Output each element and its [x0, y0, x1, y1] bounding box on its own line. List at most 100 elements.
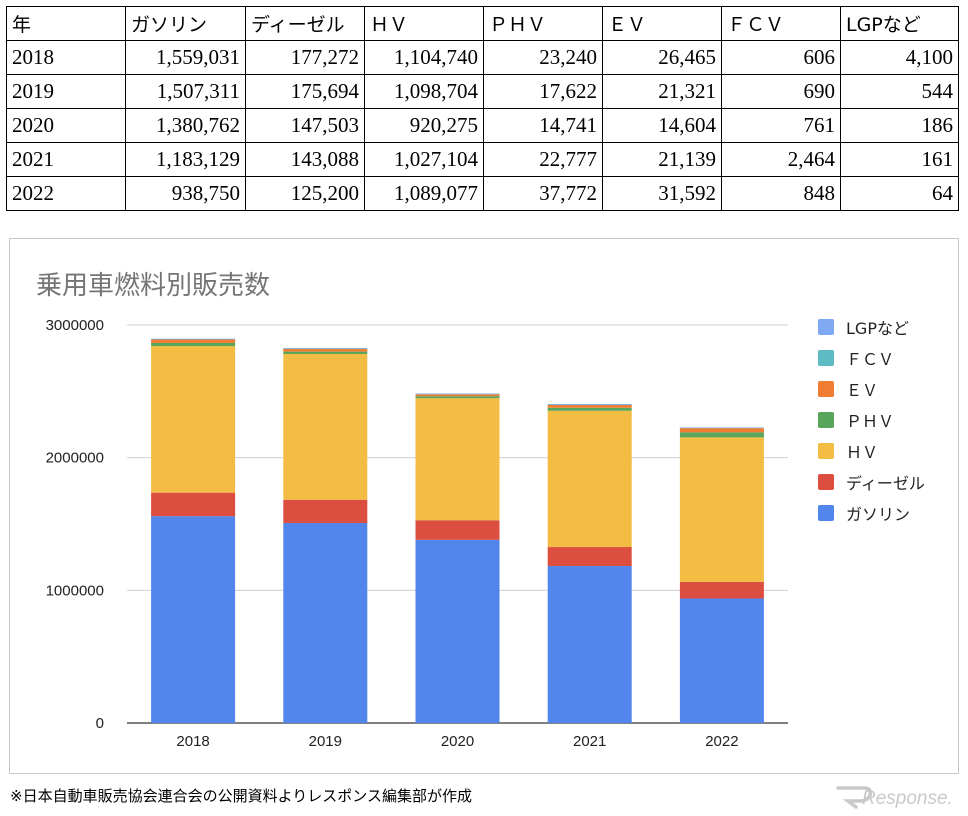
table-value-cell: 1,089,077: [364, 176, 484, 211]
bar-segment-2022-3: [679, 432, 764, 438]
bar-segment-2022-0: [679, 598, 764, 723]
legend-swatch: [818, 318, 834, 335]
legend-item: ＰＨＶ: [818, 404, 925, 435]
table-row: 2022 938,750 125,200 1,089,077 37,772 31,592 8…: [6, 176, 959, 211]
table-row: 2021 1,183,129 143,088 1,027,104 22,777 21,13…: [6, 142, 959, 177]
table-header-4: ＰＨＶ: [483, 6, 603, 41]
sales-table: 年ガソリン ディーゼル ＨＶ ＰＨＶ ＥＶ ＦＣＶ LGPなど 2018 1,559,031 1…: [6, 6, 959, 211]
bar-segment-2020-4: [415, 394, 500, 397]
table-header-5: ＥＶ: [602, 6, 722, 41]
chart-legend: LGPなど ＦＣＶ ＥＶ ＰＨＶ ＨＶ ディーゼルガソリン: [818, 311, 925, 528]
table-value-cell: 761: [721, 108, 841, 143]
table-value-cell: 31,592: [602, 176, 722, 211]
table-header-row: 年ガソリン ディーゼル ＨＶ ＰＨＶ ＥＶ ＦＣＶ LGPなど: [6, 6, 959, 41]
x-tick-label: 2021: [573, 733, 606, 750]
table-header-0: 年: [6, 6, 126, 41]
table-value-cell: 161: [840, 142, 959, 177]
table-value-cell: 2,464: [721, 142, 841, 177]
bar-segment-2021-6: [547, 404, 632, 405]
bar-segment-2018-3: [151, 343, 236, 347]
legend-label: ＰＨＶ: [846, 411, 895, 431]
bar-segment-2021-3: [547, 407, 632, 411]
y-tick-label: 2000000: [46, 450, 104, 467]
table-value-cell: 1,559,031: [125, 40, 246, 75]
table-value-cell: 22,777: [483, 142, 603, 177]
table-header-2: ディーゼル: [245, 6, 365, 41]
bar-segment-2022-2: [679, 437, 764, 582]
legend-swatch: [818, 380, 834, 397]
table-header-3: ＨＶ: [364, 6, 484, 41]
table-value-cell: 23,240: [483, 40, 603, 75]
table-value-cell: 125,200: [245, 176, 365, 211]
bar-segment-2021-4: [547, 404, 632, 408]
table-value-cell: 14,741: [483, 108, 603, 143]
bar-segment-2019-2: [283, 353, 368, 500]
x-tick-label: 2018: [176, 733, 209, 750]
legend-swatch: [818, 411, 834, 428]
bar-segment-2020-0: [415, 539, 500, 723]
bar-segment-2022-6: [679, 427, 764, 429]
response-logo: Response.: [836, 786, 953, 809]
table-header-6: ＦＣＶ: [721, 6, 841, 41]
bar-segment-2018-1: [151, 492, 236, 517]
bar-segment-2018-4: [151, 339, 236, 344]
table-value-cell: 14,604: [602, 108, 722, 143]
table-row: 2018 1,559,031 177,272 1,104,740 23,240 26,46…: [6, 40, 959, 75]
table-year-cell: 2022: [6, 176, 126, 211]
table-value-cell: 64: [840, 176, 959, 211]
bar-segment-2021-1: [547, 547, 632, 567]
table-year-cell: 2021: [6, 142, 126, 177]
legend-item: ＥＶ: [818, 373, 925, 404]
legend-swatch: [818, 442, 834, 459]
bar-segment-2019-4: [283, 348, 368, 352]
table-row: 2019 1,507,311 175,694 1,098,704 17,622 21,32…: [6, 74, 959, 109]
bar-segment-2020-1: [415, 520, 500, 540]
stacked-bar-chart: 0 1000000 2000000 3000000 2018 2019 2020 2021 20…: [46, 317, 788, 750]
chart-title: 乗用車燃料別販売数: [36, 271, 271, 301]
legend-label: LGPなど: [846, 318, 909, 338]
table-value-cell: 4,100: [840, 40, 959, 75]
table-value-cell: 920,275: [364, 108, 484, 143]
bar-segment-2019-0: [283, 523, 368, 723]
legend-item: ＨＶ: [818, 435, 925, 466]
x-tick-label: 2022: [705, 733, 738, 750]
legend-item: ディーゼル: [818, 466, 925, 497]
table-value-cell: 1,027,104: [364, 142, 484, 177]
table-value-cell: 37,772: [483, 176, 603, 211]
bar-segment-2021-0: [547, 566, 632, 723]
chart-panel: 乗用車燃料別販売数 0 1000000 2000000 3000000 2018 2019…: [9, 238, 959, 774]
bar-segment-2020-2: [415, 398, 500, 521]
table-year-cell: 2019: [6, 74, 126, 109]
table-value-cell: 1,507,311: [125, 74, 246, 109]
bar-segment-2021-5: [547, 404, 632, 405]
table-year-cell: 2018: [6, 40, 126, 75]
table-value-cell: 21,139: [602, 142, 722, 177]
legend-label: ガソリン: [846, 504, 911, 524]
x-tick-label: 2020: [441, 733, 474, 750]
legend-label: ＦＣＶ: [846, 349, 895, 369]
table-value-cell: 544: [840, 74, 959, 109]
table-value-cell: 143,088: [245, 142, 365, 177]
table-header-7: LGPなど: [840, 6, 959, 41]
table-value-cell: 175,694: [245, 74, 365, 109]
table-value-cell: 17,622: [483, 74, 603, 109]
table-value-cell: 26,465: [602, 40, 722, 75]
x-tick-label: 2019: [309, 733, 342, 750]
table-value-cell: 690: [721, 74, 841, 109]
y-tick-label: 3000000: [46, 317, 104, 334]
svg-text:Response.: Response.: [862, 788, 953, 809]
legend-item: ガソリン: [818, 497, 925, 528]
table-value-cell: 147,503: [245, 108, 365, 143]
table-value-cell: 21,321: [602, 74, 722, 109]
bar-segment-2022-1: [679, 581, 764, 599]
bar-segment-2020-3: [415, 396, 500, 399]
table-value-cell: 938,750: [125, 176, 246, 211]
table-value-cell: 177,272: [245, 40, 365, 75]
legend-swatch: [818, 473, 834, 490]
bar-segment-2020-6: [415, 393, 500, 395]
table-header-1: ガソリン: [125, 6, 246, 41]
y-tick-label: 1000000: [46, 582, 104, 599]
bar-segment-2019-6: [283, 348, 368, 349]
table-value-cell: 848: [721, 176, 841, 211]
footnote: ※日本自動車販売協会連合会の公開資料よりレスポンス編集部が作成: [10, 787, 472, 805]
